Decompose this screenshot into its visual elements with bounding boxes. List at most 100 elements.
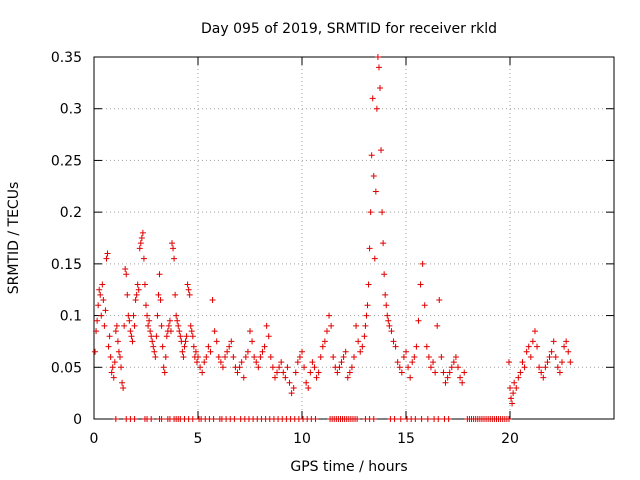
data-point	[525, 343, 532, 350]
data-point	[313, 374, 320, 381]
data-point	[430, 359, 437, 366]
y-tick-label: 0	[73, 412, 82, 428]
data-point	[148, 333, 155, 340]
data-point	[118, 364, 125, 371]
data-point	[144, 312, 151, 319]
data-point	[455, 364, 461, 371]
data-point	[213, 338, 220, 345]
data-point	[120, 384, 127, 391]
data-point	[195, 353, 201, 360]
data-point	[181, 343, 188, 350]
data-point	[461, 369, 468, 376]
data-point	[436, 297, 443, 304]
data-point	[384, 312, 391, 319]
data-point	[92, 348, 99, 355]
data-point	[513, 384, 520, 391]
data-point	[107, 353, 114, 360]
data-point	[344, 374, 351, 381]
data-point	[365, 281, 372, 288]
data-point	[529, 338, 536, 345]
data-point	[367, 209, 374, 216]
data-point	[205, 343, 212, 350]
data-point	[240, 374, 247, 381]
data-point	[184, 281, 191, 288]
data-point	[175, 322, 182, 329]
data-point	[162, 353, 169, 360]
data-point	[177, 333, 184, 340]
y-tick-label: 0.1	[60, 309, 82, 325]
data-point	[102, 307, 109, 314]
data-point	[170, 245, 177, 252]
data-point	[103, 255, 110, 262]
data-point	[131, 322, 138, 329]
data-point	[185, 286, 192, 293]
data-point	[154, 312, 161, 319]
data-point	[364, 302, 371, 309]
data-point	[130, 312, 137, 319]
data-point	[210, 416, 217, 422]
data-point	[146, 317, 153, 324]
data-point	[96, 286, 103, 293]
data-point	[407, 374, 414, 381]
data-point	[296, 353, 303, 360]
data-point	[234, 369, 241, 376]
data-point	[274, 369, 281, 376]
data-point	[351, 353, 357, 360]
x-axis-label: GPS time / hours	[290, 459, 407, 475]
data-point	[415, 317, 422, 324]
data-point	[127, 328, 134, 335]
data-point	[334, 369, 341, 376]
data-point	[125, 312, 132, 319]
data-point	[143, 302, 149, 309]
x-tick-label: 10	[293, 431, 311, 447]
data-point	[242, 353, 249, 360]
data-point	[509, 400, 516, 407]
data-point	[123, 271, 130, 278]
data-point	[136, 245, 143, 252]
data-point	[381, 271, 388, 278]
data-point	[244, 348, 251, 355]
data-point	[137, 240, 144, 247]
data-point	[419, 260, 426, 267]
data-point	[380, 240, 387, 247]
data-point	[138, 235, 145, 241]
data-point	[390, 338, 397, 345]
data-point	[459, 379, 466, 386]
x-tick-label: 0	[90, 431, 99, 447]
data-point	[411, 353, 418, 360]
data-point	[199, 369, 206, 376]
data-point	[369, 95, 376, 102]
data-point	[523, 348, 530, 355]
data-point	[386, 322, 393, 329]
x-tick-label: 15	[397, 431, 415, 447]
data-point	[542, 364, 549, 371]
data-point	[457, 374, 464, 381]
data-point	[176, 328, 183, 335]
data-point	[444, 374, 451, 381]
data-point	[505, 359, 512, 366]
data-point	[432, 369, 439, 376]
data-point	[156, 271, 163, 278]
data-point	[371, 255, 378, 262]
data-point	[183, 333, 190, 340]
data-point	[158, 322, 165, 329]
data-point	[169, 240, 175, 247]
data-point	[328, 322, 335, 329]
x-tick-label: 5	[194, 431, 203, 447]
data-point	[527, 353, 534, 360]
data-point	[129, 338, 136, 345]
data-point	[215, 353, 222, 360]
data-point	[280, 369, 287, 376]
data-point	[100, 297, 107, 304]
data-point	[271, 374, 278, 381]
data-point	[507, 384, 513, 391]
data-point	[442, 379, 449, 386]
data-point	[255, 364, 262, 371]
data-point	[435, 416, 442, 422]
data-point	[418, 416, 425, 422]
data-point	[355, 338, 362, 345]
data-point	[115, 348, 122, 355]
data-point	[412, 416, 419, 422]
data-point	[396, 364, 403, 371]
